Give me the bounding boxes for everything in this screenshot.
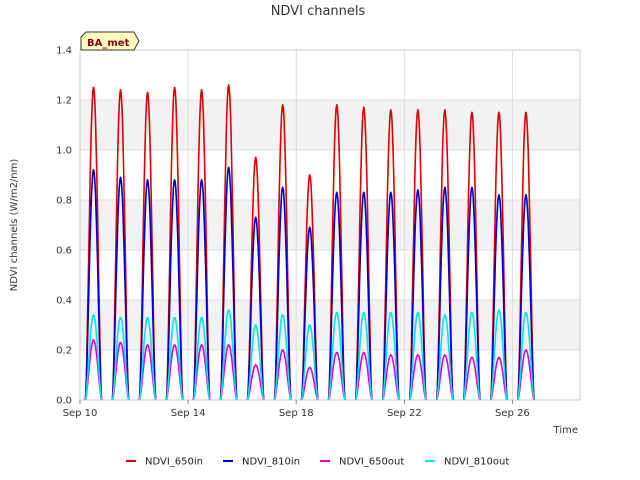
y-tick-label: 0.0 (56, 396, 72, 407)
peak-point-NDVI_650in (92, 86, 95, 89)
legend-label-NDVI_650in: NDVI_650in (145, 457, 203, 468)
peak-point-NDVI_810in (498, 194, 500, 196)
peak-point-NDVI_650in (416, 109, 419, 111)
peak-point-NDVI_650in (525, 111, 527, 114)
peak-point-NDVI_810out (525, 311, 527, 314)
peak-point-NDVI_810out (362, 311, 365, 314)
peak-point-NDVI_810out (119, 316, 122, 319)
x-tick-label: Sep 26 (495, 408, 530, 419)
peak-point-NDVI_810out (92, 314, 95, 316)
peak-point-NDVI_650out (173, 344, 176, 346)
peak-point-NDVI_810in (119, 176, 122, 179)
peak-point-NDVI_650out (335, 351, 338, 354)
peak-point-NDVI_810in (146, 179, 149, 181)
x-tick-label: Sep 14 (171, 408, 206, 419)
x-tick-label: Sep 10 (63, 408, 98, 419)
peak-point-NDVI_810out (498, 309, 500, 311)
peak-point-NDVI_650in (470, 111, 473, 114)
peak-point-NDVI_650out (92, 339, 95, 341)
peak-point-NDVI_810out (281, 314, 284, 316)
peak-point-NDVI_650out (119, 341, 122, 344)
peak-point-NDVI_810in (227, 166, 230, 169)
peak-point-NDVI_650out (525, 349, 527, 351)
peak-point-NDVI_810out (254, 324, 257, 326)
peak-point-NDVI_810in (308, 226, 311, 229)
chart-title: NDVI channels (271, 4, 366, 19)
peak-point-NDVI_650in (119, 89, 122, 91)
peak-point-NDVI_650out (254, 364, 257, 366)
peak-point-NDVI_650out (281, 349, 284, 351)
x-axis-label: Time (553, 425, 578, 436)
legend-label-NDVI_650out: NDVI_650out (339, 457, 404, 468)
peak-point-NDVI_650in (498, 111, 500, 114)
peak-point-NDVI_650in (254, 156, 257, 159)
plot-band (80, 100, 580, 150)
peak-point-NDVI_810out (443, 314, 446, 316)
peak-point-NDVI_810out (416, 311, 419, 314)
peak-point-NDVI_810in (443, 186, 446, 189)
peak-point-NDVI_810in (362, 191, 365, 194)
peak-point-NDVI_810out (146, 316, 149, 319)
peak-point-NDVI_650out (443, 354, 446, 356)
site-badge-shape (80, 31, 140, 51)
y-tick-label: 0.6 (56, 246, 72, 257)
peak-point-NDVI_650in (281, 104, 284, 106)
peak-point-NDVI_650in (389, 109, 392, 111)
peak-point-NDVI_650in (200, 89, 203, 91)
peak-point-NDVI_810in (389, 191, 392, 194)
plot-band (80, 200, 580, 250)
y-axis-label: NDVI channels (W/m2/nm) (9, 159, 20, 292)
peak-point-NDVI_650in (173, 86, 176, 89)
peak-point-NDVI_650in (308, 174, 311, 176)
y-tick-label: 0.8 (56, 196, 72, 207)
peak-point-NDVI_650in (443, 109, 446, 111)
legend: NDVI_650in NDVI_810in NDVI_650out NDVI_810o… (126, 457, 509, 468)
peak-point-NDVI_810in (416, 189, 419, 191)
peak-point-NDVI_810out (389, 311, 392, 314)
peak-point-NDVI_810out (200, 316, 203, 319)
peak-point-NDVI_650out (200, 344, 203, 346)
peak-point-NDVI_650out (416, 354, 419, 356)
peak-point-NDVI_650in (335, 104, 338, 106)
peak-point-NDVI_810in (470, 186, 473, 189)
peak-point-NDVI_650in (146, 91, 149, 94)
peak-point-NDVI_810in (92, 169, 95, 171)
peak-point-NDVI_810in (200, 179, 203, 181)
peak-point-NDVI_810in (335, 191, 338, 194)
x-tick-label: Sep 18 (279, 408, 314, 419)
peak-point-NDVI_810out (308, 324, 311, 326)
peak-point-NDVI_810in (254, 216, 257, 219)
peak-point-NDVI_650out (227, 344, 230, 346)
y-tick-label: 1.0 (56, 146, 72, 157)
peak-point-NDVI_650in (362, 106, 365, 109)
peak-point-NDVI_810in (173, 179, 176, 181)
peak-point-NDVI_650out (362, 351, 365, 354)
plot-frame (79, 49, 581, 401)
y-tick-label: 1.4 (56, 46, 72, 57)
peak-point-NDVI_810out (335, 311, 338, 314)
legend-label-NDVI_810out: NDVI_810out (444, 457, 509, 468)
legend-label-NDVI_810in: NDVI_810in (242, 457, 300, 468)
x-axis-ticks: Sep 10 Sep 14 Sep 18 Sep 22 Sep 26 (63, 400, 530, 419)
peak-point-NDVI_650out (308, 366, 311, 369)
peak-point-NDVI_810in (525, 194, 527, 196)
site-badge: BA_met (80, 31, 140, 51)
x-tick-label: Sep 22 (387, 408, 422, 419)
y-tick-label: 0.4 (56, 296, 72, 307)
peak-point-NDVI_650in (227, 84, 230, 86)
peak-point-NDVI_650out (470, 356, 473, 359)
y-tick-label: 0.2 (56, 346, 72, 357)
peak-point-NDVI_650out (498, 356, 500, 359)
y-axis-ticks: 0.0 0.2 0.4 0.6 0.8 1.0 1.2 1.4 (56, 46, 72, 407)
peak-point-NDVI_650out (389, 354, 392, 356)
peak-point-NDVI_810out (173, 316, 176, 319)
peak-point-NDVI_810out (470, 311, 473, 314)
series-layer (84, 84, 535, 401)
peak-point-NDVI_650out (146, 344, 149, 346)
y-tick-label: 1.2 (56, 96, 72, 107)
peak-point-NDVI_810out (227, 309, 230, 311)
peak-point-NDVI_810in (281, 186, 284, 189)
site-badge-label: BA_met (87, 38, 130, 49)
